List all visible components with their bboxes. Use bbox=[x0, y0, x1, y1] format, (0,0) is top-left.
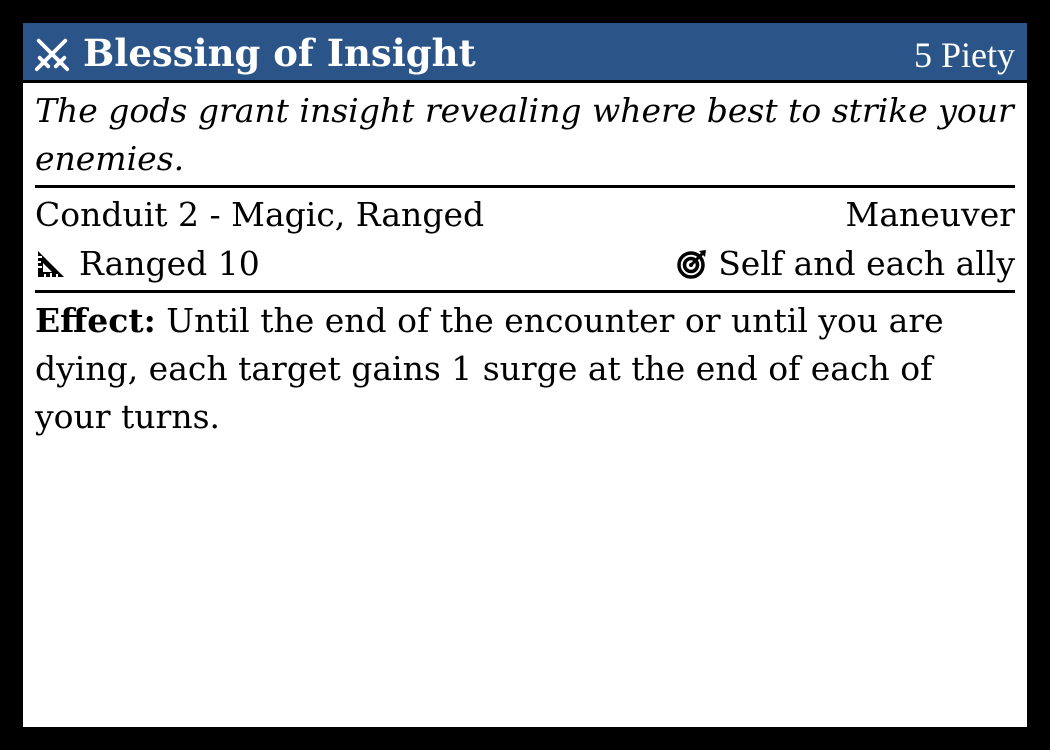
resource-cost: 5 Piety bbox=[913, 35, 1015, 75]
keywords-row: Conduit 2 - Magic, Ranged Maneuver bbox=[35, 193, 1015, 237]
target: Self and each ally bbox=[676, 242, 1015, 286]
distance-label: Ranged 10 bbox=[79, 244, 260, 283]
crossed-swords-icon bbox=[34, 38, 70, 72]
card-header: Blessing of Insight 5 Piety bbox=[23, 23, 1027, 83]
keywords: Conduit 2 - Magic, Ranged bbox=[35, 195, 485, 234]
divider bbox=[35, 185, 1015, 188]
ability-card: Blessing of Insight 5 Piety The gods gra… bbox=[20, 20, 1030, 730]
target-icon bbox=[677, 250, 707, 279]
flavor-text: The gods grant insight revealing where b… bbox=[35, 91, 1014, 178]
target-label: Self and each ally bbox=[718, 244, 1015, 283]
distance: Ranged 10 bbox=[35, 242, 260, 286]
range-target-row: Ranged 10 Self and each ally bbox=[35, 242, 1015, 286]
action-type: Maneuver bbox=[845, 195, 1015, 234]
card-title: Blessing of Insight bbox=[83, 31, 476, 75]
ruler-triangle-icon bbox=[38, 251, 64, 277]
effect-label: Effect: bbox=[35, 301, 156, 340]
divider bbox=[35, 290, 1015, 293]
effect-text: Until the end of the encounter or until … bbox=[35, 301, 944, 436]
effect-block: Effect: Until the end of the encounter o… bbox=[35, 297, 1015, 441]
